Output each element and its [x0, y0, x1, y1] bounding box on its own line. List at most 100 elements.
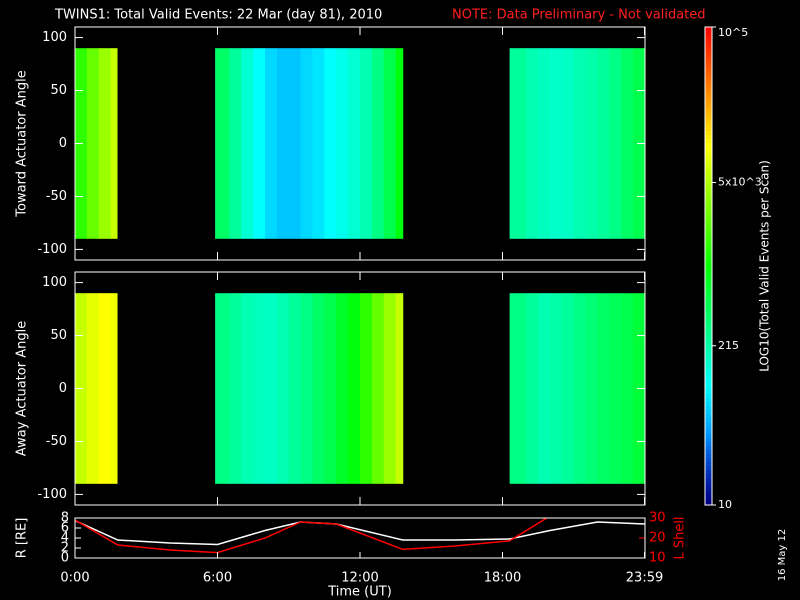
colorbar-swatch	[705, 349, 712, 355]
heat-cell	[348, 293, 361, 484]
heat-cell	[371, 293, 385, 484]
colorbar-swatch	[705, 409, 712, 414]
y-tick-label: 50	[50, 83, 67, 98]
heat-cell	[98, 293, 112, 484]
colorbar-swatch	[705, 190, 712, 195]
colorbar-swatch	[705, 449, 712, 454]
heat-cell	[288, 48, 302, 239]
y-tick-label: 8	[61, 511, 69, 526]
heat-cell	[300, 293, 313, 484]
heat-cell	[276, 293, 290, 484]
y2-tick-label: 10	[649, 551, 666, 566]
colorbar-swatch	[705, 90, 712, 96]
colorbar-swatch	[705, 194, 712, 199]
colorbar-swatch	[705, 186, 712, 191]
colorbar-swatch	[705, 70, 712, 76]
y-tick-label: -50	[46, 434, 67, 449]
heat-cell	[509, 293, 527, 484]
colorbar-swatch	[705, 321, 712, 327]
x-axis-label: Time (UT)	[327, 585, 392, 600]
colorbar-swatch	[705, 373, 712, 379]
heat-cell	[526, 48, 539, 239]
heat-cell	[360, 293, 373, 484]
heat-cell	[312, 48, 325, 239]
colorbar-swatch	[705, 497, 712, 502]
colorbar-swatch	[705, 313, 712, 319]
y2-tick-label: 30	[649, 511, 666, 526]
y-tick-label: -50	[46, 189, 67, 204]
colorbar-swatch	[705, 421, 712, 426]
colorbar-swatch	[705, 357, 712, 363]
plot-frame	[74, 517, 646, 559]
colorbar-swatch	[705, 102, 712, 108]
colorbar-tick-label: 10	[718, 498, 732, 511]
colorbar-swatch	[705, 281, 712, 287]
colorbar-swatch	[705, 62, 712, 68]
colorbar-tick-label: 5x10^3	[718, 175, 762, 188]
colorbar-swatch	[705, 178, 712, 183]
y-tick-label: -100	[37, 487, 67, 502]
colorbar-swatch	[705, 501, 712, 506]
colorbar-swatch	[705, 389, 712, 394]
colorbar-swatch	[705, 82, 712, 88]
heat-cell	[98, 48, 112, 239]
colorbar-swatch	[705, 353, 712, 359]
colorbar-swatch	[705, 361, 712, 367]
colorbar-swatch	[705, 262, 712, 267]
colorbar-swatch	[705, 266, 712, 271]
colorbar-swatch	[705, 465, 712, 470]
y-tick-label: 0	[59, 381, 67, 396]
colorbar-swatch	[705, 377, 712, 383]
heat-cell	[110, 48, 118, 239]
heat-cell	[265, 293, 278, 484]
colorbar-swatch	[705, 30, 712, 36]
colorbar-swatch	[705, 58, 712, 64]
colorbar-swatch	[705, 206, 712, 211]
y-tick-label: 6	[61, 521, 69, 536]
heat-cell	[509, 48, 527, 239]
x-tick-label: 6:00	[203, 571, 232, 586]
colorbar-swatch	[705, 94, 712, 100]
colorbar-swatch	[705, 341, 712, 347]
colorbar-swatch	[705, 441, 712, 446]
colorbar-swatch	[705, 238, 712, 243]
colorbar-swatch	[705, 457, 712, 462]
y-tick-label: 2	[61, 541, 69, 556]
colorbar-swatch	[705, 277, 712, 283]
colorbar-swatch	[705, 42, 712, 48]
chart-title: TWINS1: Total Valid Events: 22 Mar (day …	[54, 8, 382, 23]
heat-cell	[110, 293, 118, 484]
heat-cell	[561, 48, 575, 239]
plot-frame	[74, 26, 646, 261]
colorbar-swatch	[705, 158, 712, 163]
plot-area	[75, 518, 645, 554]
colorbar-swatch	[705, 170, 712, 175]
colorbar-swatch	[705, 98, 712, 104]
colorbar-swatch	[705, 385, 712, 390]
heat-cell	[395, 48, 404, 239]
colorbar-swatch	[705, 365, 712, 371]
y2-axis-label: L Shell	[673, 516, 688, 559]
colorbar-swatch	[705, 329, 712, 335]
heat-cell	[215, 48, 230, 239]
colorbar-swatch	[705, 250, 712, 255]
colorbar-swatch	[705, 437, 712, 442]
heat-cell	[336, 48, 349, 239]
colorbar-swatch	[705, 130, 712, 136]
colorbar-swatch	[705, 433, 712, 438]
colorbar-swatch	[705, 333, 712, 339]
heat-cell	[621, 293, 634, 484]
colorbar-swatch	[705, 166, 712, 171]
colorbar-swatch	[705, 369, 712, 375]
heat-cell	[383, 293, 397, 484]
y-tick-label: -100	[37, 242, 67, 257]
colorbar-swatch	[705, 222, 712, 227]
colorbar-swatch	[705, 345, 712, 351]
colorbar-swatch	[705, 146, 712, 151]
y2-tick-label: 20	[649, 531, 666, 546]
x-tick-label: 23:59	[626, 571, 663, 586]
heat-cell	[312, 293, 325, 484]
colorbar-swatch	[705, 134, 712, 140]
colorbar-swatch	[705, 269, 712, 275]
